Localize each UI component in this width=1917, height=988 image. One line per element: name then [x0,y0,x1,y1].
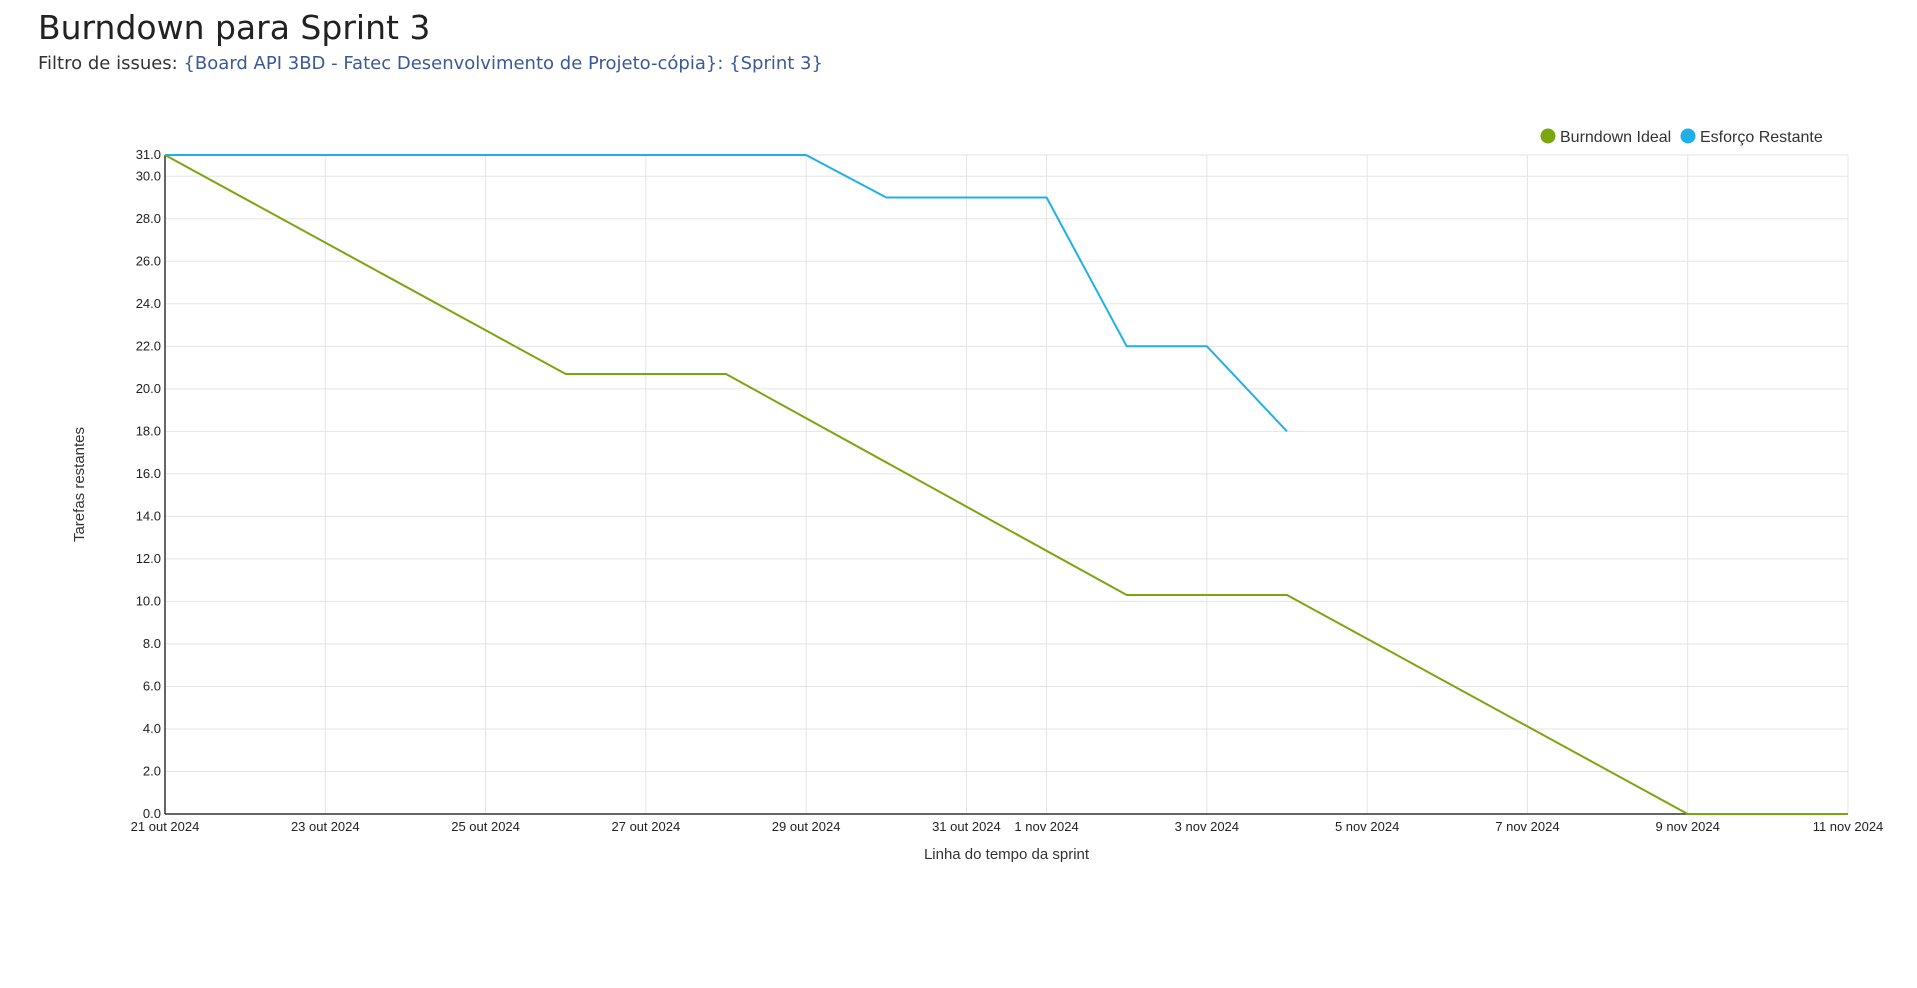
x-tick-label: 9 nov 2024 [1656,819,1720,834]
issue-filter: Filtro de issues: {Board API 3BD - Fatec… [38,53,823,74]
legend-marker [1680,128,1696,144]
x-tick-label: 29 out 2024 [772,819,841,834]
legend-item[interactable]: Esforço Restante [1680,128,1823,147]
filter-sprint-link[interactable]: {Sprint 3} [729,53,823,74]
y-tick-label: 10.0 [136,593,161,608]
x-axis-title: Linha do tempo da sprint [924,846,1090,863]
y-tick-label: 18.0 [136,423,161,438]
filter-prefix: Filtro de issues: [38,53,178,74]
y-tick-label: 16.0 [136,466,161,481]
y-tick-label: 4.0 [143,721,161,736]
series-line-esforco-restante [165,154,1288,433]
chart-legend: Burndown Ideal Esforço Restante [1540,128,1823,147]
y-tick-label: 24.0 [136,296,161,311]
y-tick-label: 12.0 [136,551,161,566]
x-tick-label: 21 out 2024 [131,819,200,834]
filter-board-link[interactable]: {Board API 3BD - Fatec Desenvolvimento d… [183,53,718,74]
chart-series [164,154,1848,815]
y-tick-label: 2.0 [143,763,161,778]
y-tick-label: 28.0 [136,211,161,226]
y-tick-label: 0.0 [143,806,161,821]
x-tick-label: 1 nov 2024 [1014,819,1078,834]
x-tick-label: 27 out 2024 [612,819,681,834]
legend-label: Esforço Restante [1700,129,1823,146]
x-tick-label: 23 out 2024 [291,819,360,834]
page-title: Burndown para Sprint 3 [38,8,431,47]
x-tick-label: 5 nov 2024 [1335,819,1399,834]
legend-marker [1540,128,1556,144]
legend-item[interactable]: Burndown Ideal [1540,128,1672,147]
legend-label: Burndown Ideal [1560,129,1671,146]
y-tick-label: 22.0 [136,338,161,353]
x-tick-label: 3 nov 2024 [1175,819,1239,834]
y-tick-label: 31.0 [136,147,161,162]
y-tick-label: 20.0 [136,381,161,396]
chart-axes: 0.0 2.0 4.0 6.0 8.0 10.0 12.0 14.0 16.0 18.0 20.0 2… [131,147,1884,834]
chart-grid [164,154,1849,815]
series-line-burndown-ideal [164,154,1848,815]
filter-separator: : [717,53,724,74]
x-tick-label: 25 out 2024 [451,819,520,834]
y-tick-label: 14.0 [136,508,161,523]
y-axis-title: Tarefas restantes [71,427,88,542]
x-tick-label: 7 nov 2024 [1495,819,1559,834]
x-tick-label: 11 nov 2024 [1813,819,1884,834]
y-tick-label: 8.0 [143,636,161,651]
y-tick-label: 6.0 [143,678,161,693]
y-tick-label: 26.0 [136,253,161,268]
x-tick-label: 31 out 2024 [932,819,1001,834]
y-tick-label: 30.0 [136,168,161,183]
